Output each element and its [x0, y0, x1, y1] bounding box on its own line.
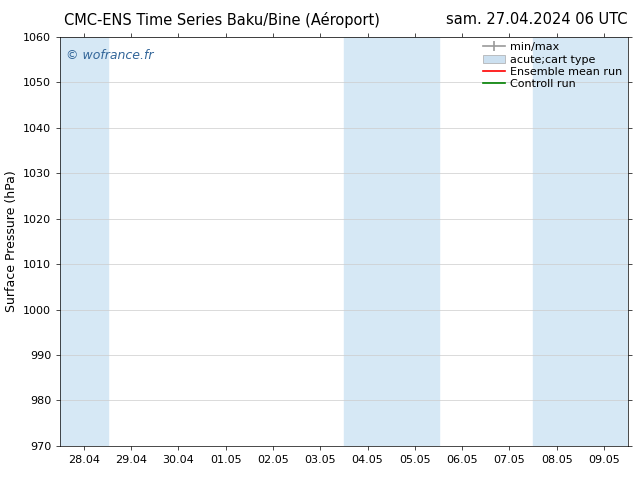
Y-axis label: Surface Pressure (hPa): Surface Pressure (hPa)	[4, 171, 18, 312]
Legend: min/max, acute;cart type, Ensemble mean run, Controll run: min/max, acute;cart type, Ensemble mean …	[481, 40, 624, 91]
Bar	[344, 37, 439, 446]
Text: CMC-ENS Time Series Baku/Bine (Aéroport): CMC-ENS Time Series Baku/Bine (Aéroport)	[64, 12, 380, 28]
Bar	[533, 37, 628, 446]
Bar	[60, 37, 108, 446]
Text: sam. 27.04.2024 06 UTC: sam. 27.04.2024 06 UTC	[446, 12, 628, 27]
Text: © wofrance.fr: © wofrance.fr	[66, 49, 153, 62]
